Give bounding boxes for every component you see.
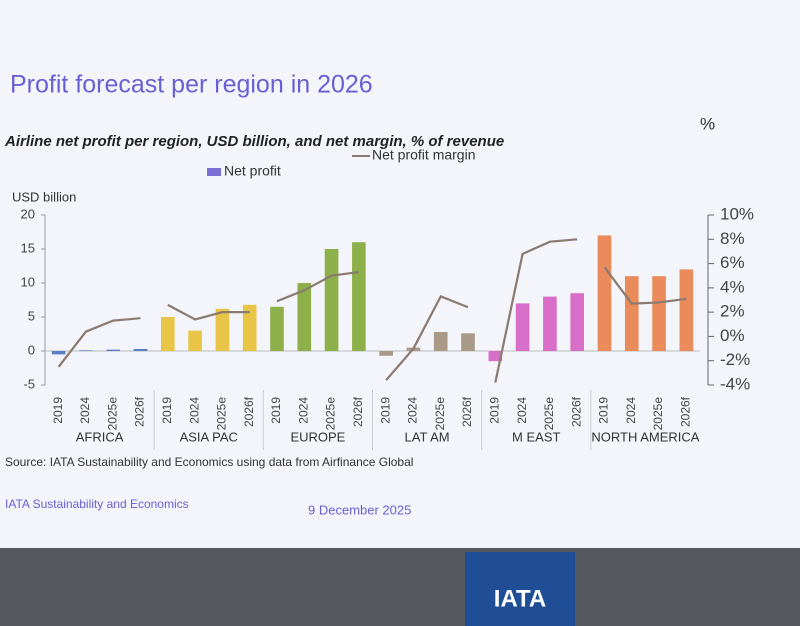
x-tick-label: 2025e xyxy=(324,397,338,431)
bar xyxy=(679,269,694,351)
y-tick-label: 20 xyxy=(21,206,35,221)
bar xyxy=(543,296,557,351)
bar xyxy=(570,293,585,351)
y2-tick-label: 6% xyxy=(720,253,745,272)
margin-line xyxy=(57,317,141,368)
logo: IATA xyxy=(494,585,546,612)
y-tick-label: 15 xyxy=(21,240,35,255)
y2-tick-label: 2% xyxy=(720,302,745,321)
y-tick-label: 5 xyxy=(28,308,35,323)
group-label: ASIA PAC xyxy=(180,429,238,444)
margin-line xyxy=(167,303,250,321)
group-label: LAT AM xyxy=(405,429,450,444)
margin-line xyxy=(276,270,359,303)
x-tick-label: 2025e xyxy=(651,397,665,431)
x-tick-label: 2026f xyxy=(569,396,583,427)
bar xyxy=(352,242,366,351)
bar xyxy=(160,317,175,351)
y-tick-label: 10 xyxy=(21,274,35,289)
y2-tick-label: -2% xyxy=(720,350,750,369)
x-tick-label: 2024 xyxy=(515,397,529,424)
x-tick-label: 2024 xyxy=(78,397,92,424)
bar xyxy=(488,351,503,362)
bar xyxy=(515,303,530,351)
podium xyxy=(465,552,575,626)
x-tick-label: 2025e xyxy=(542,397,556,431)
x-tick-label: 2026f xyxy=(242,396,256,427)
bar xyxy=(51,351,66,355)
legend-swatch xyxy=(207,168,221,176)
y2-axis-label: % xyxy=(700,114,715,133)
legend-label: Net profit margin xyxy=(372,147,475,163)
x-tick-label: 2026f xyxy=(679,396,693,427)
x-tick-label: 2026f xyxy=(460,396,474,427)
x-tick-label: 2024 xyxy=(187,397,201,424)
bar xyxy=(188,330,202,351)
bar xyxy=(297,283,312,351)
x-tick-label: 2019 xyxy=(487,397,501,424)
bar xyxy=(242,304,257,351)
bar xyxy=(79,350,93,351)
y2-tick-label: 0% xyxy=(720,326,745,345)
bar xyxy=(433,331,448,351)
bar xyxy=(461,333,475,351)
slide-title: Profit forecast per region in 2026 xyxy=(10,71,373,99)
x-tick-label: 2024 xyxy=(624,397,638,424)
chart: -5 0 5 10 15 20 -4% -2% 0% 2% 4% 6% 8% 10% Net profit N… xyxy=(21,147,754,450)
group-label: NORTH AMERICA xyxy=(591,429,699,444)
x-tick-label: 2025e xyxy=(433,397,447,431)
x-tick-label: 2019 xyxy=(51,397,65,424)
x-tick-label: 2026f xyxy=(133,396,147,427)
x-tick-label: 2024 xyxy=(406,397,420,424)
y2-tick-label: 8% xyxy=(720,229,745,248)
x-tick-label: 2019 xyxy=(269,397,283,424)
x-tick-label: 2025e xyxy=(105,397,119,431)
bar xyxy=(133,348,148,351)
slide xyxy=(0,0,800,548)
source: Source: IATA Sustainability and Economic… xyxy=(5,455,413,469)
x-tick-label: 2024 xyxy=(296,397,310,424)
bar xyxy=(379,351,393,356)
x-tick-label: 2026f xyxy=(351,396,365,427)
legend-label: Net profit xyxy=(224,163,281,179)
margin-line xyxy=(603,266,687,305)
margin-line xyxy=(385,294,469,381)
y-axis-label: USD billion xyxy=(12,189,76,204)
bar xyxy=(624,276,639,351)
margin-line xyxy=(494,238,578,383)
bar xyxy=(106,349,121,351)
chart-subtitle: Airline net profit per region, USD billi… xyxy=(4,133,504,150)
footer: IATA Sustainability and Economics xyxy=(5,497,189,511)
x-tick-label: 2019 xyxy=(378,397,392,424)
bar xyxy=(597,235,612,351)
group-label: AFRICA xyxy=(76,429,124,444)
x-tick-label: 2019 xyxy=(597,397,611,424)
y2-tick-label: -4% xyxy=(720,374,750,393)
y2-tick-label: 4% xyxy=(720,277,745,296)
date: 9 December 2025 xyxy=(308,502,411,517)
bar xyxy=(270,306,284,351)
y2-tick-label: 10% xyxy=(720,204,754,223)
stage xyxy=(0,548,800,626)
bar xyxy=(652,276,666,351)
bar xyxy=(324,249,339,351)
group-label: EUROPE xyxy=(290,429,345,444)
group-label: M EAST xyxy=(512,429,560,444)
y-tick-label: 0 xyxy=(28,342,35,357)
bar xyxy=(215,308,230,351)
y-tick-label: -5 xyxy=(23,376,35,391)
x-tick-label: 2025e xyxy=(215,397,229,431)
x-tick-label: 2019 xyxy=(160,397,174,424)
